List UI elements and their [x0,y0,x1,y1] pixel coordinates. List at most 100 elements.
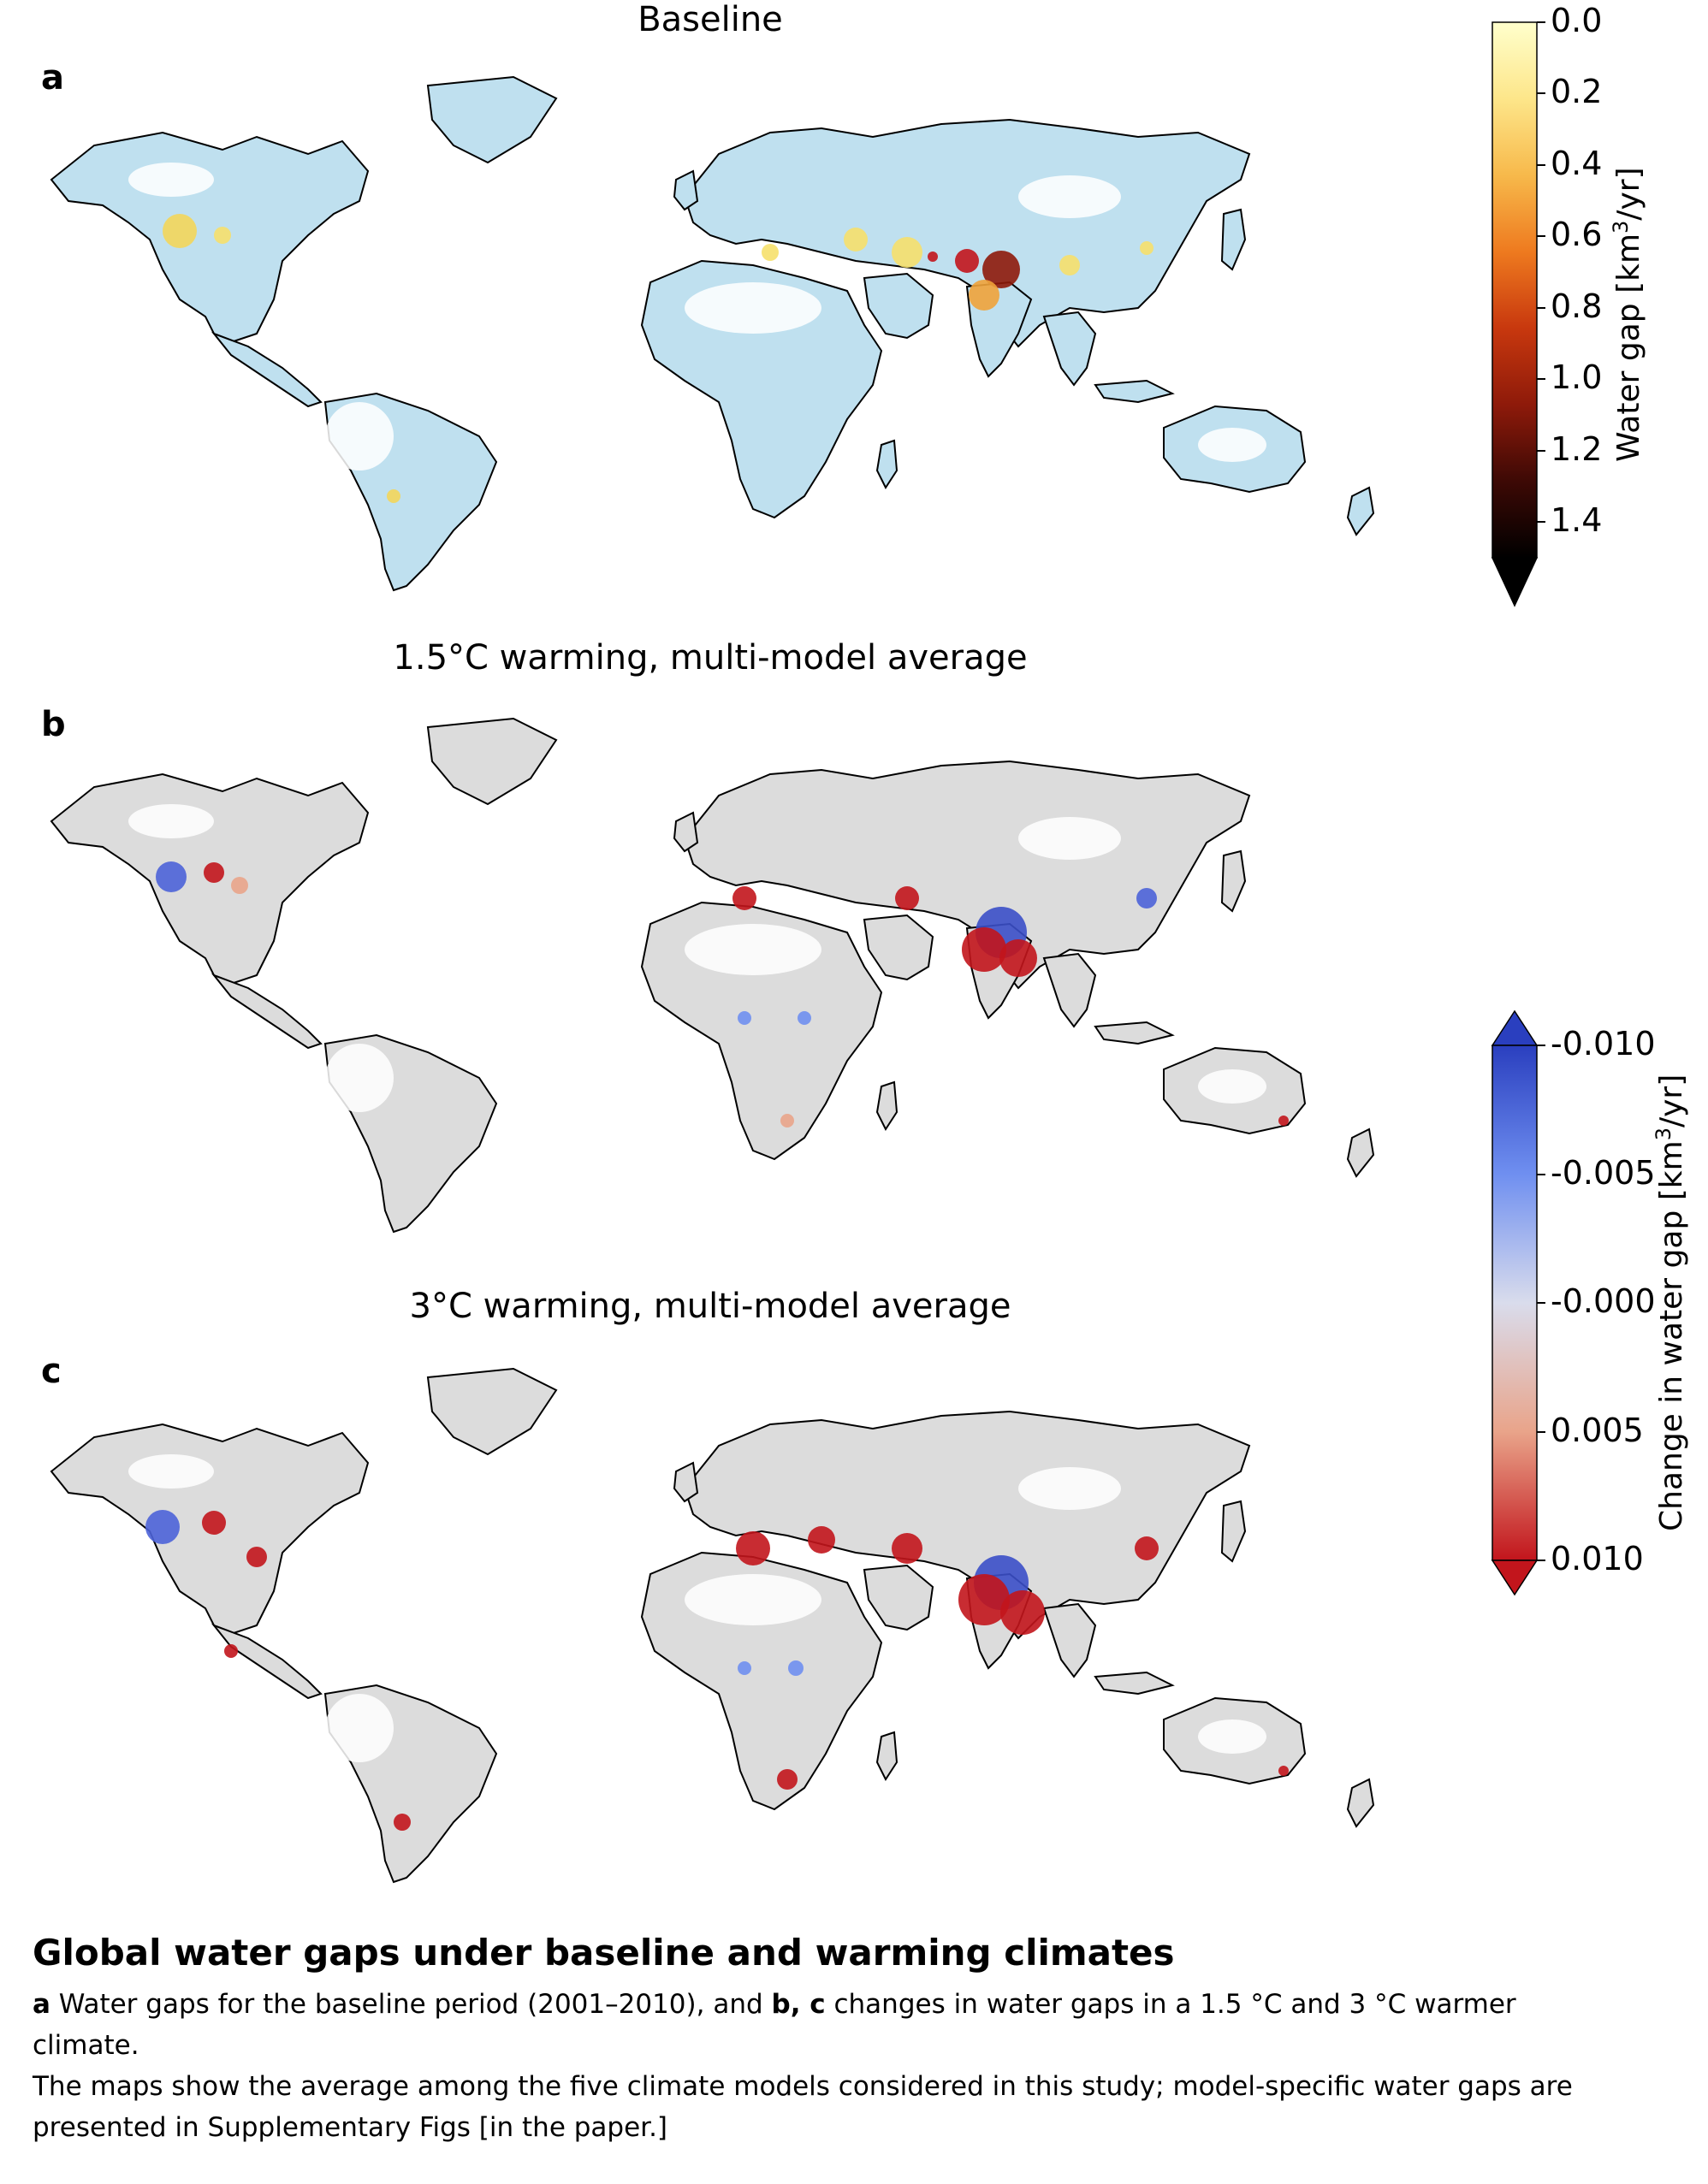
water-gap-hotspot [224,1644,238,1658]
landmass-arabia [863,914,934,981]
panel-a-title: Baseline [638,0,783,39]
water-gap-hotspot [1278,1116,1289,1126]
water-gap-hotspot [788,1660,804,1676]
water-gap-hotspot [246,1547,267,1567]
water-gap-hotspot [1059,255,1080,275]
no-data-region [325,402,394,471]
water-gap-hotspot [982,251,1020,288]
water-gap-hotspot [394,1814,411,1831]
water-gap-hotspot [798,1011,811,1025]
panel-c-title: 3°C warming, multi-model average [409,1287,1011,1326]
water-gap-hotspot [1278,1766,1289,1776]
landmass-africa [640,901,883,1161]
colorbar-baseline-extend-max [1491,557,1539,607]
water-gap-hotspot [387,489,400,503]
colorbar-tick-mark [1537,1173,1545,1175]
colorbar-change-extend-max [1491,1560,1539,1596]
no-data-region [685,924,821,975]
landmass-africa [640,1551,883,1811]
no-data-region [128,163,214,197]
caption-line-4: presented in Supplementary Figs [in the … [33,2112,668,2143]
panel-c-letter: c [41,1352,62,1391]
landmass-greenland [426,717,558,806]
water-gap-hotspot [738,1661,751,1675]
water-gap-hotspot [928,252,938,262]
landmass-madagascar [875,439,898,490]
no-data-region [685,1574,821,1625]
colorbar-tick-mark [1537,1430,1545,1433]
water-gap-hotspot [895,886,919,910]
water-gap-hotspot [156,861,187,892]
no-data-region [325,1694,394,1762]
colorbar-tick-label: -0.000 [1551,1282,1656,1320]
landmass-seAsia [1042,1602,1097,1678]
caption-line-1: a Water gaps for the baseline period (20… [33,1989,1516,2020]
no-data-region [1198,1069,1266,1104]
map-baseline [50,75,1375,592]
water-gap-hotspot [163,214,197,248]
landmass-greenland [426,75,558,164]
water-gap-hotspot [1136,888,1157,909]
colorbar-change-extend-min [1491,1009,1539,1046]
water-gap-hotspot [958,1574,1010,1625]
figure-caption: Global water gaps under baseline and war… [33,1932,1675,2148]
no-data-region [1198,1719,1266,1754]
water-gap-hotspot [1140,241,1153,255]
landmass-japan [1220,208,1247,271]
landmass-newZealand [1346,486,1375,536]
water-gap-hotspot [1000,1590,1045,1635]
water-gap-hotspot [999,939,1037,977]
landmass-newZealand [1346,1778,1375,1828]
landmass-indonesia [1094,1021,1175,1045]
colorbar-tick-mark [1537,306,1545,309]
water-gap-hotspot [202,1511,226,1535]
caption-title: Global water gaps under baseline and war… [33,1932,1175,1974]
no-data-region [1018,817,1121,860]
water-gap-hotspot [780,1114,794,1128]
landmass-centralAmerica [211,331,323,408]
panel-a-letter: a [41,58,64,98]
landmass-madagascar [875,1080,898,1132]
landmass-indonesia [1094,379,1175,404]
water-gap-hotspot [738,1011,751,1025]
landmass-japan [1220,1500,1247,1563]
panel-b-title: 1.5°C warming, multi-model average [393,638,1028,678]
colorbar-tick-label: 1.4 [1551,501,1603,540]
caption-line-2: climate. [33,2030,139,2061]
landmass-arabia [863,1564,934,1631]
landmass-uk [673,1461,699,1503]
water-gap-hotspot [214,227,231,244]
colorbar-change-bar [1492,1045,1538,1561]
no-data-region [325,1044,394,1112]
landmass-northAmerica [50,131,370,344]
colorbar-tick-mark [1537,235,1545,238]
no-data-region [1198,428,1266,462]
colorbar-tick-label: 0.6 [1551,216,1603,254]
colorbar-tick-mark [1537,21,1545,23]
colorbar-tick-label: -0.010 [1551,1025,1656,1062]
water-gap-hotspot [762,244,779,261]
colorbar-baseline-bar [1492,21,1538,559]
no-data-region [685,282,821,334]
landmass-arabia [863,272,934,340]
colorbar-baseline-label: Water gap [km3/yr] [1609,167,1646,462]
water-gap-hotspot [732,886,756,910]
water-gap-hotspot [145,1510,180,1544]
landmass-centralAmerica [211,973,323,1050]
colorbar-tick-label: 0.8 [1551,287,1603,325]
water-gap-hotspot [962,927,1006,972]
colorbar-tick-label: 0.005 [1551,1411,1644,1449]
landmass-europeAsia [683,1410,1251,1640]
colorbar-tick-label: 1.2 [1551,429,1603,468]
landmass-greenland [426,1367,558,1456]
colorbar-tick-mark [1537,1045,1545,1046]
colorbar-tick-label: 0.4 [1551,144,1603,182]
no-data-region [128,804,214,838]
panel-b-letter: b [41,705,66,744]
caption-line-3: The maps show the average among the five… [33,2071,1573,2102]
water-gap-hotspot [955,249,979,273]
colorbar-tick-label: 1.0 [1551,358,1603,397]
water-gap-hotspot [777,1769,798,1790]
water-gap-hotspot [736,1531,770,1565]
colorbar-tick-label: 0.010 [1551,1540,1644,1577]
